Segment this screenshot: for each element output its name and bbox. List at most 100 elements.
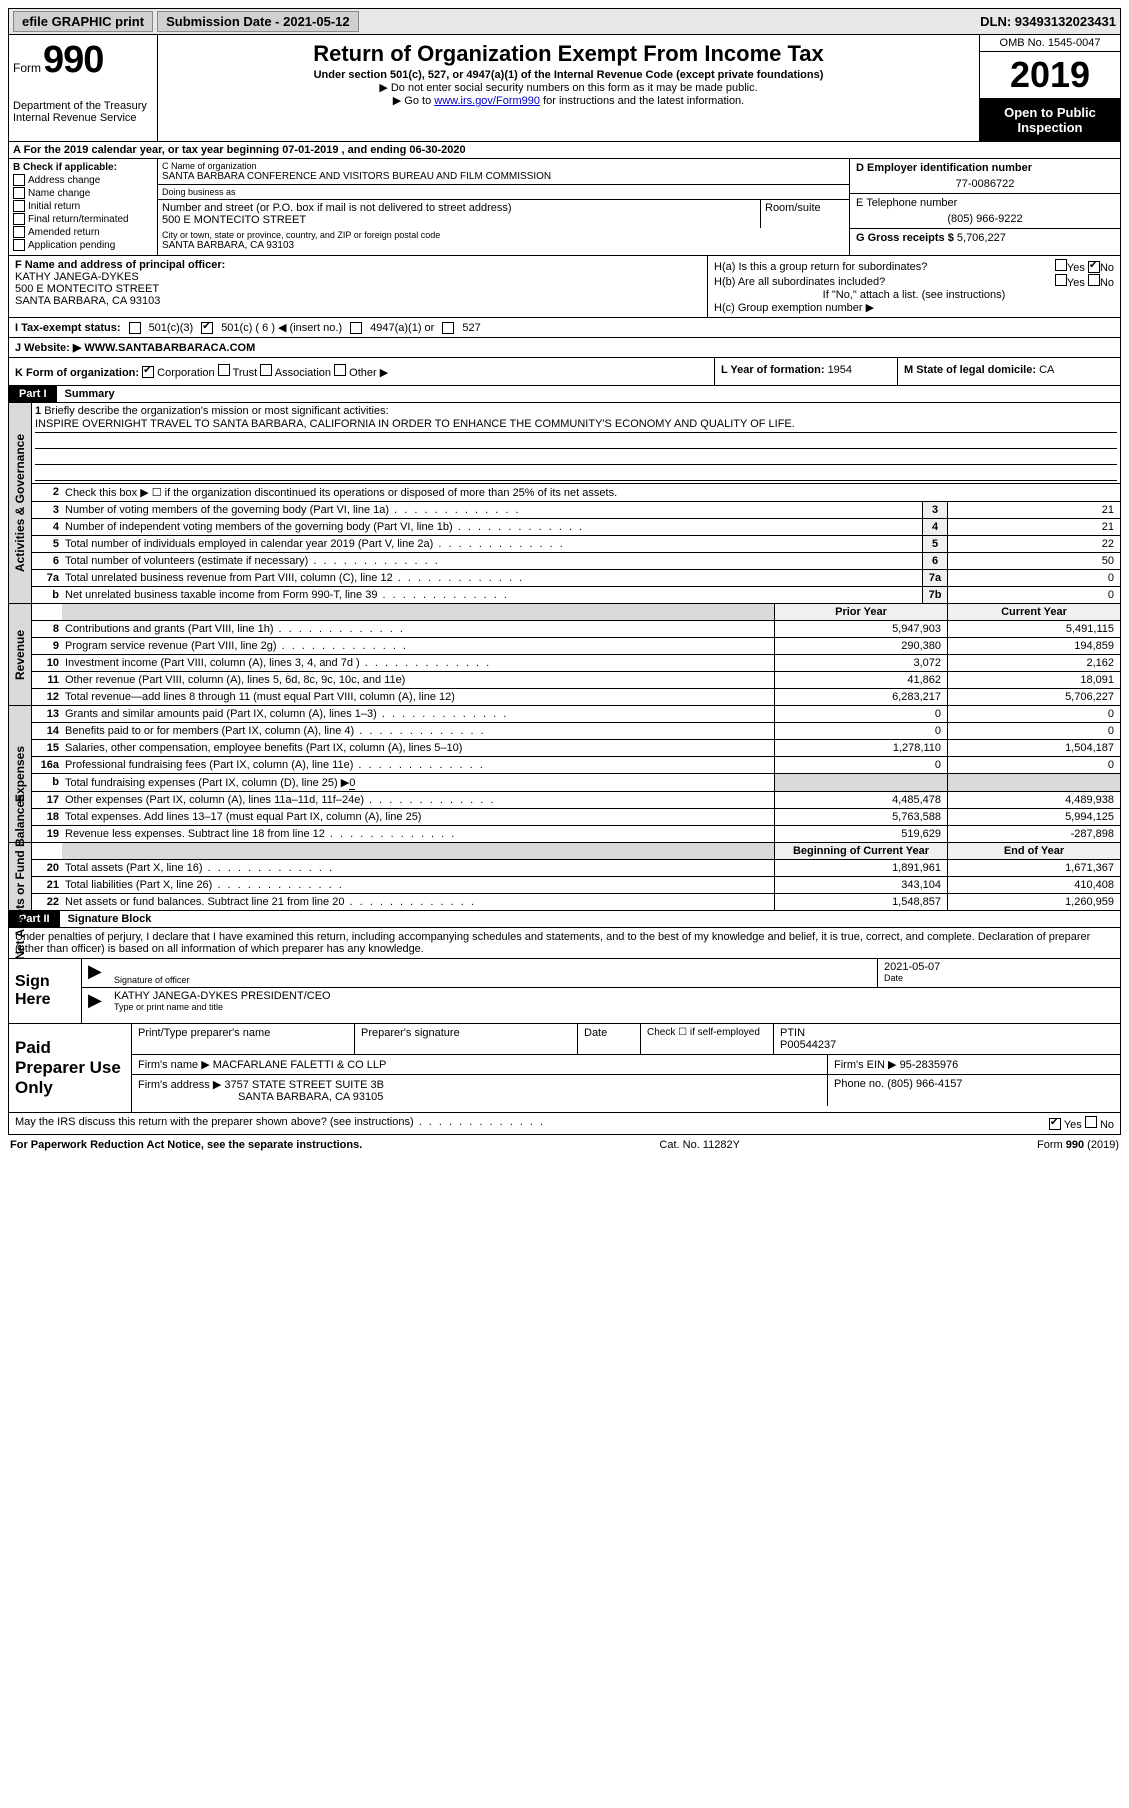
firm-ein-label: Firm's EIN ▶	[834, 1059, 900, 1071]
side-na-text: Net Assets or Fund Balances	[13, 794, 27, 960]
chk-amended[interactable]	[13, 226, 25, 238]
section-deg: D Employer identification number 77-0086…	[850, 159, 1120, 255]
line9: Program service revenue (Part VIII, line…	[62, 638, 774, 654]
hdr-eoy: End of Year	[947, 843, 1120, 859]
chk-initial-return[interactable]	[13, 200, 25, 212]
l-label: L Year of formation:	[721, 364, 828, 376]
chk-527[interactable]	[442, 322, 454, 334]
subdate-label: Submission Date -	[166, 14, 283, 29]
paid-label: Paid Preparer Use Only	[9, 1024, 132, 1112]
line12: Total revenue—add lines 8 through 11 (mu…	[62, 689, 774, 705]
chk-501c[interactable]	[201, 322, 213, 334]
row-a-tax-year: A For the 2019 calendar year, or tax yea…	[8, 142, 1121, 159]
v4: 21	[947, 519, 1120, 535]
officer-addr2: SANTA BARBARA, CA 93103	[15, 295, 701, 307]
dba-label: Doing business as	[162, 187, 845, 197]
section-k: K Form of organization: Corporation Trus…	[9, 358, 715, 385]
line18: Total expenses. Add lines 13–17 (must eq…	[62, 809, 774, 825]
gross-receipts: 5,706,227	[957, 232, 1006, 244]
chk-other[interactable]	[334, 364, 346, 376]
lbl-app-pending: Application pending	[28, 240, 115, 251]
note-link: ▶ Go to www.irs.gov/Form990 for instruct…	[164, 94, 973, 107]
chk-trust[interactable]	[218, 364, 230, 376]
prep-date-hdr: Date	[578, 1024, 641, 1054]
opt-corp: Corporation	[157, 367, 214, 379]
v11c: 18,091	[947, 672, 1120, 688]
ha-no[interactable]	[1088, 261, 1100, 273]
footer-catno: Cat. No. 11282Y	[659, 1139, 740, 1151]
line19: Revenue less expenses. Subtract line 18 …	[62, 826, 774, 842]
header-mid: Return of Organization Exempt From Incom…	[158, 35, 980, 141]
chk-assoc[interactable]	[260, 364, 272, 376]
chk-corp[interactable]	[142, 366, 154, 378]
v10c: 2,162	[947, 655, 1120, 671]
discuss-row: May the IRS discuss this return with the…	[8, 1113, 1121, 1135]
lbl-amended: Amended return	[28, 227, 100, 238]
v15c: 1,504,187	[947, 740, 1120, 756]
ha-yes[interactable]	[1055, 259, 1067, 271]
arrow-icon2: ▶	[82, 988, 108, 1014]
section-l: L Year of formation: 1954	[715, 358, 898, 385]
firm-addr1: 3757 STATE STREET SUITE 3B	[224, 1079, 384, 1091]
line13: Grants and similar amounts paid (Part IX…	[62, 706, 774, 722]
chk-4947[interactable]	[350, 322, 362, 334]
v7b: 0	[947, 587, 1120, 603]
chk-name-change[interactable]	[13, 187, 25, 199]
chk-address-change[interactable]	[13, 174, 25, 186]
state-domicile: CA	[1039, 364, 1054, 376]
irs-link[interactable]: www.irs.gov/Form990	[434, 95, 540, 107]
sig-officer-label: Signature of officer	[114, 975, 871, 985]
opt-trust: Trust	[233, 367, 258, 379]
year-formation: 1954	[828, 364, 852, 376]
efile-button[interactable]: efile GRAPHIC print	[13, 11, 153, 32]
omb-number: OMB No. 1545-0047	[980, 35, 1120, 52]
line11: Other revenue (Part VIII, column (A), li…	[62, 672, 774, 688]
e-label: E Telephone number	[856, 197, 1114, 209]
line17: Other expenses (Part IX, column (A), lin…	[62, 792, 774, 808]
firm-phone: (805) 966-4157	[887, 1078, 962, 1090]
chk-final-return[interactable]	[13, 213, 25, 225]
discuss-no[interactable]	[1085, 1116, 1097, 1128]
discuss-yes[interactable]	[1049, 1118, 1061, 1130]
opt-501c3: 501(c)(3)	[149, 322, 194, 334]
g-label: G Gross receipts $	[856, 232, 957, 244]
v13p: 0	[774, 706, 947, 722]
form-number: 990	[43, 39, 103, 82]
lbl-initial-return: Initial return	[28, 201, 80, 212]
v5: 22	[947, 536, 1120, 552]
row-fh: F Name and address of principal officer:…	[8, 256, 1121, 318]
opt-527: 527	[462, 322, 480, 334]
hc-note: If "No," attach a list. (see instruction…	[714, 289, 1114, 301]
lbl-address-change: Address change	[28, 175, 100, 186]
header-right: OMB No. 1545-0047 2019 Open to Public In…	[980, 35, 1120, 141]
line1-label: Briefly describe the organization's miss…	[44, 405, 388, 417]
line16b-label: Total fundraising expenses (Part IX, col…	[65, 777, 349, 789]
paid-preparer: Paid Preparer Use Only Print/Type prepar…	[8, 1024, 1121, 1113]
v22c: 1,260,959	[947, 894, 1120, 910]
sig-date-label: Date	[884, 973, 1114, 983]
chk-app-pending[interactable]	[13, 239, 25, 251]
firm-ein: 95-2835976	[900, 1059, 959, 1071]
chk-501c3[interactable]	[129, 322, 141, 334]
line6: Total number of volunteers (estimate if …	[62, 553, 922, 569]
firm-name: MACFARLANE FALETTI & CO LLP	[213, 1059, 387, 1071]
submission-date: Submission Date - 2021-05-12	[157, 11, 359, 32]
topbar: efile GRAPHIC print Submission Date - 20…	[8, 8, 1121, 35]
hb-no[interactable]	[1088, 274, 1100, 286]
sig-date: 2021-05-07	[884, 961, 1114, 973]
form-label: Form	[13, 61, 41, 75]
line2: Check this box ▶ ☐ if the organization d…	[62, 484, 1120, 501]
v12p: 6,283,217	[774, 689, 947, 705]
line3: Number of voting members of the governin…	[62, 502, 922, 518]
discuss-text: May the IRS discuss this return with the…	[15, 1116, 1049, 1131]
line15: Salaries, other compensation, employee b…	[62, 740, 774, 756]
v13c: 0	[947, 706, 1120, 722]
v18p: 5,763,588	[774, 809, 947, 825]
side-ag-text: Activities & Governance	[13, 434, 27, 572]
opt-assoc: Association	[275, 367, 331, 379]
ptin-val: P00544237	[780, 1039, 836, 1051]
hb-yes[interactable]	[1055, 274, 1067, 286]
v17p: 4,485,478	[774, 792, 947, 808]
section-expenses: Expenses 13Grants and similar amounts pa…	[8, 706, 1121, 843]
section-identity: B Check if applicable: Address change Na…	[8, 159, 1121, 256]
